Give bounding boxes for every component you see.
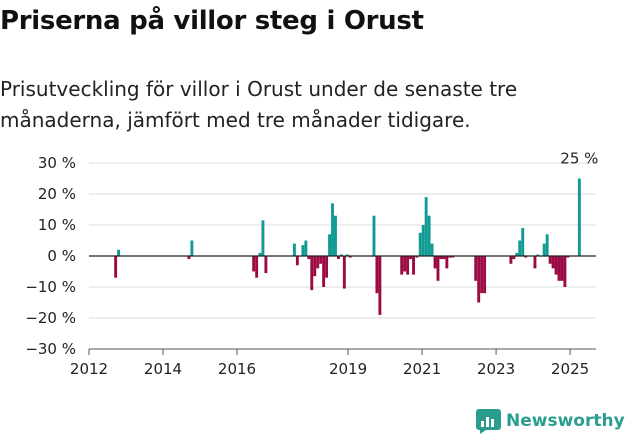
y-tick-label: 0 % <box>47 247 76 265</box>
bar <box>348 256 352 258</box>
bar <box>339 254 343 256</box>
x-tick-label: 2023 <box>477 360 515 375</box>
bar <box>307 256 311 260</box>
bar <box>557 256 561 281</box>
bar <box>480 256 484 294</box>
bar <box>524 256 528 258</box>
y-tick-label: 20 % <box>38 185 76 203</box>
bar <box>412 256 415 275</box>
bar <box>372 215 376 256</box>
bar <box>427 215 431 256</box>
bar <box>375 256 379 294</box>
bar <box>418 232 422 256</box>
chart-subtitle: Prisutveckling för villor i Orust under … <box>0 77 518 132</box>
bar <box>439 256 443 260</box>
bar <box>533 256 537 269</box>
bar-chart: −30 %−20 %−10 %0 %10 %20 %30 % 2012 2014 2… <box>25 150 598 376</box>
x-tick-label: 2012 <box>70 360 108 375</box>
x-tick-label: 2019 <box>329 360 367 375</box>
bar <box>325 256 329 278</box>
bar <box>345 254 349 256</box>
bar <box>117 249 121 256</box>
bar <box>328 234 331 256</box>
y-axis-ticks: −30 % −20 % −10 % 0 % 10 % 20 % 30 % <box>25 154 76 358</box>
bar <box>342 256 346 289</box>
bar <box>190 240 194 256</box>
bar <box>515 252 519 256</box>
bar <box>319 256 323 264</box>
bar <box>483 256 487 294</box>
bar <box>430 243 434 256</box>
bar <box>292 243 296 256</box>
x-axis: 2012 2014 2016 2019 2021 2023 2025 <box>70 348 596 375</box>
bar <box>295 256 299 266</box>
y-tick-label: 30 % <box>38 154 76 172</box>
bar <box>560 256 564 281</box>
bar <box>310 256 314 291</box>
newsworthy-bar-chart-icon <box>476 408 501 434</box>
chart-title: Priserna på villor steg i Orust <box>0 6 424 36</box>
bar <box>545 234 549 256</box>
bar <box>255 256 259 278</box>
bar <box>477 256 481 303</box>
bar <box>261 220 265 256</box>
x-tick-label: 2021 <box>403 360 441 375</box>
bar <box>406 256 410 275</box>
bar <box>509 256 513 264</box>
bar <box>322 256 326 287</box>
bar <box>424 197 428 256</box>
bar <box>331 203 334 256</box>
bar <box>551 256 555 269</box>
bar <box>577 178 581 256</box>
bar <box>433 256 437 269</box>
bar <box>316 256 320 269</box>
bar <box>252 256 256 272</box>
bar <box>542 243 546 256</box>
bar <box>114 256 118 278</box>
y-tick-label: −10 % <box>25 278 76 296</box>
bar <box>554 256 558 275</box>
bar <box>403 256 407 272</box>
y-tick-label: −20 % <box>25 309 76 327</box>
value-annotation: 25 % <box>560 150 598 168</box>
bar <box>409 256 413 260</box>
bar <box>336 256 340 260</box>
bars <box>114 178 581 315</box>
brand-name: Newsworthy <box>506 411 625 431</box>
bar <box>548 256 552 264</box>
bar <box>451 256 455 258</box>
bar <box>536 254 540 256</box>
bar <box>421 225 425 256</box>
bar <box>334 215 337 256</box>
bar <box>400 256 404 275</box>
bar <box>258 252 262 256</box>
bar <box>378 256 382 315</box>
bar <box>521 228 525 256</box>
bar <box>518 240 522 256</box>
bar <box>304 240 308 256</box>
bar <box>187 256 191 260</box>
bar <box>445 256 449 269</box>
bar <box>563 256 567 287</box>
bar <box>566 256 570 258</box>
annotations: 25 % <box>560 150 598 168</box>
newsworthy-logo: Newsworthy <box>476 407 625 435</box>
x-tick-label: 2025 <box>551 360 589 375</box>
bar <box>415 256 419 258</box>
bar <box>442 256 446 260</box>
bar <box>448 256 452 258</box>
bar <box>313 256 317 277</box>
y-tick-label: 10 % <box>38 216 76 234</box>
bar <box>512 256 516 260</box>
x-tick-label: 2016 <box>218 360 256 375</box>
y-tick-label: −30 % <box>25 340 76 358</box>
bar <box>474 256 478 281</box>
x-tick-label: 2014 <box>144 360 182 375</box>
bar <box>436 256 440 281</box>
bar <box>301 245 305 256</box>
bar <box>264 256 268 274</box>
